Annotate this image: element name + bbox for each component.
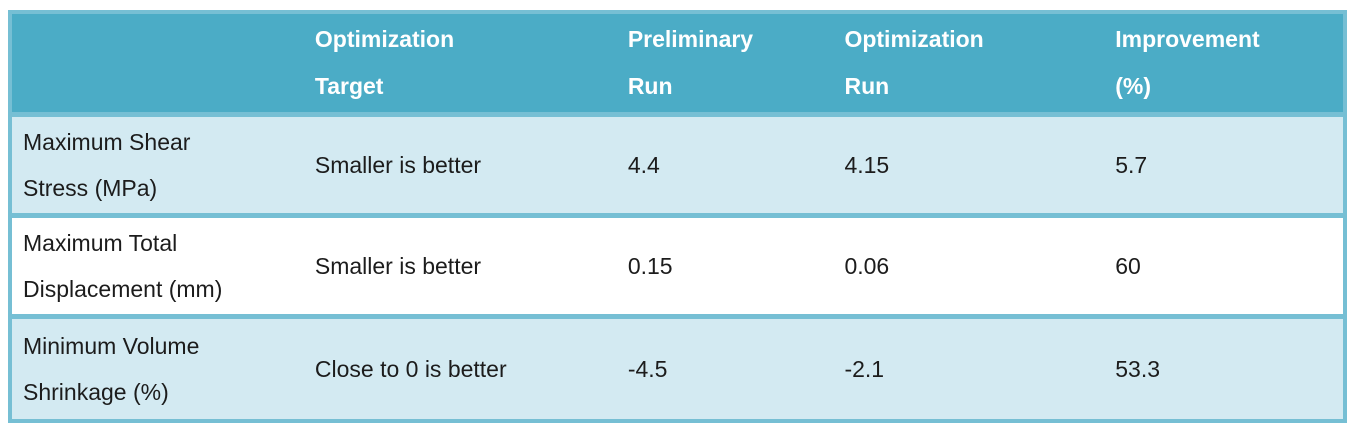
table-row-shear-stress: Maximum Shear Stress (MPa) Smaller is be…: [10, 112, 1345, 216]
improvement-cell: 5.7: [1104, 112, 1345, 216]
metric-cell: Minimum Volume Shrinkage (%): [10, 314, 304, 421]
column-header-metric: [10, 12, 304, 115]
improvement-cell: 60: [1104, 213, 1345, 317]
optimization-run-cell: 0.06: [833, 213, 1105, 317]
preliminary-run-cell: 0.15: [616, 213, 834, 317]
metric-cell: Maximum Shear Stress (MPa): [10, 112, 304, 216]
target-cell: Smaller is better: [303, 213, 617, 317]
optimization-results-table: Optimization Target Preliminary Run Opti…: [8, 10, 1347, 423]
column-header-preliminary-run: Preliminary Run: [616, 12, 834, 115]
column-header-optimization-run: Optimization Run: [833, 12, 1105, 115]
optimization-run-cell: -2.1: [833, 314, 1105, 421]
optimization-run-cell: 4.15: [833, 112, 1105, 216]
column-header-improvement: Improvement (%): [1104, 12, 1345, 115]
table-row-volume-shrinkage: Minimum Volume Shrinkage (%) Close to 0 …: [10, 314, 1345, 421]
header-row: Optimization Target Preliminary Run Opti…: [10, 12, 1345, 115]
table-row-total-displacement: Maximum Total Displacement (mm) Smaller …: [10, 213, 1345, 317]
column-header-optimization-target: Optimization Target: [303, 12, 617, 115]
preliminary-run-cell: -4.5: [616, 314, 834, 421]
preliminary-run-cell: 4.4: [616, 112, 834, 216]
target-cell: Close to 0 is better: [303, 314, 617, 421]
optimization-results-table-container: Optimization Target Preliminary Run Opti…: [8, 10, 1347, 423]
metric-cell: Maximum Total Displacement (mm): [10, 213, 304, 317]
target-cell: Smaller is better: [303, 112, 617, 216]
improvement-cell: 53.3: [1104, 314, 1345, 421]
